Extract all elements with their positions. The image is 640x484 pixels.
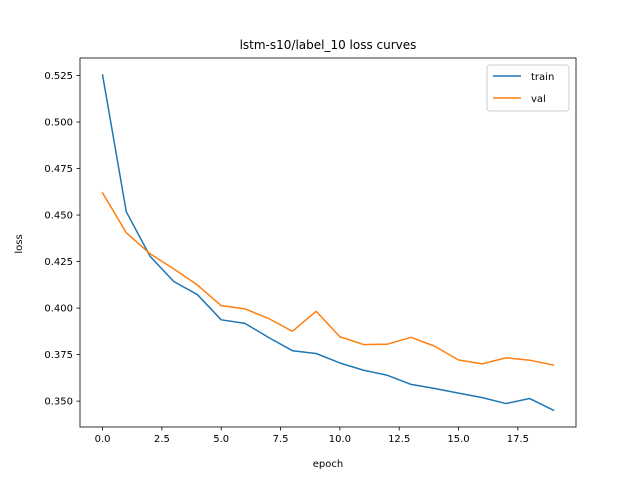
x-axis-label: epoch — [313, 459, 343, 470]
legend-box — [486, 64, 570, 112]
chart-title: lstm-s10/label_10 loss curves — [240, 38, 417, 52]
x-tick-label: 17.5 — [507, 434, 529, 445]
y-tick-label: 0.525 — [44, 71, 73, 82]
legend-label-1: val — [531, 94, 546, 105]
y-tick-label: 0.425 — [44, 257, 73, 268]
plot-lines — [101, 74, 555, 412]
legend-label-0: train — [531, 72, 554, 83]
y-tick-label: 0.400 — [44, 304, 73, 315]
y-tick-label: 0.375 — [44, 350, 73, 361]
legend: train val — [486, 64, 570, 112]
x-tick-label: 7.5 — [273, 434, 289, 445]
x-tick-label: 10.0 — [329, 434, 351, 445]
y-tick-label: 0.475 — [44, 164, 73, 175]
series-line-1 — [101, 191, 555, 366]
plot-frame — [79, 57, 577, 428]
x-tick-label: 15.0 — [447, 434, 469, 445]
y-tick-label: 0.350 — [44, 397, 73, 408]
x-tick-label: 12.5 — [388, 434, 410, 445]
y-axis-label: loss — [14, 234, 25, 253]
y-tick-label: 0.500 — [44, 118, 73, 129]
series-line-0 — [101, 74, 555, 412]
y-tick-label: 0.450 — [44, 211, 73, 222]
x-tick-label: 2.5 — [154, 434, 170, 445]
x-tick-label: 0.0 — [95, 434, 111, 445]
x-tick-label: 5.0 — [213, 434, 229, 445]
axes: 0.0 2.5 5.0 7.5 10.0 12.5 15.0 17.5 0.350 0.375 0.… — [44, 57, 577, 445]
